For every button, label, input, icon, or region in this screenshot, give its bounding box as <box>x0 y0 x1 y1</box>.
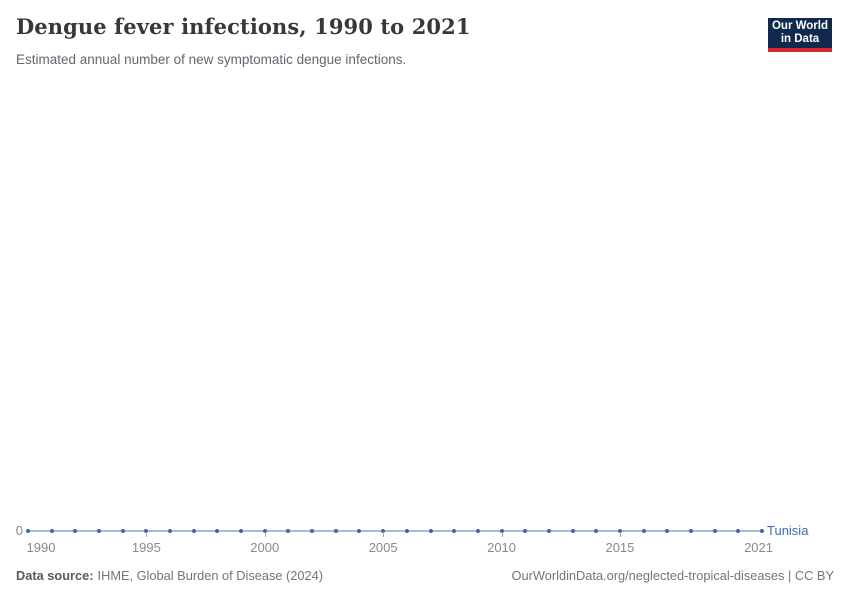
x-axis-label: 1990 <box>26 540 56 555</box>
data-point[interactable] <box>617 529 622 533</box>
x-axis-label: 2010 <box>487 540 517 555</box>
data-point[interactable] <box>73 529 78 533</box>
x-axis-tick <box>383 532 385 537</box>
data-point[interactable] <box>168 529 173 533</box>
x-axis-tick <box>619 532 621 537</box>
page-title: Dengue fever infections, 1990 to 2021 <box>16 14 471 39</box>
data-point[interactable] <box>286 529 291 533</box>
data-source-text: IHME, Global Burden of Disease (2024) <box>97 568 324 583</box>
data-point[interactable] <box>546 529 551 533</box>
data-point[interactable] <box>381 529 386 533</box>
data-point[interactable] <box>428 529 433 533</box>
x-axis-tick <box>501 532 503 537</box>
data-point[interactable] <box>641 529 646 533</box>
data-point[interactable] <box>665 529 670 533</box>
data-source-label: Data source: <box>16 568 94 583</box>
chart-footer: Data source: IHME, Global Burden of Disea… <box>16 568 834 583</box>
data-point[interactable] <box>452 529 457 533</box>
data-point[interactable] <box>594 529 599 533</box>
entity-label: Tunisia <box>767 523 809 538</box>
series-line <box>28 530 762 532</box>
data-point[interactable] <box>26 529 30 533</box>
logo-line-1: Our World <box>771 20 828 32</box>
data-point[interactable] <box>712 529 717 533</box>
x-axis-label: 2000 <box>250 540 280 555</box>
y-axis-label: 0 <box>15 523 23 538</box>
data-point[interactable] <box>570 529 575 533</box>
data-point[interactable] <box>404 529 409 533</box>
data-point[interactable] <box>760 529 764 533</box>
data-point[interactable] <box>49 529 54 533</box>
data-point[interactable] <box>523 529 528 533</box>
data-point[interactable] <box>97 529 102 533</box>
x-axis-label: 2005 <box>368 540 398 555</box>
x-axis-tick <box>146 532 148 537</box>
data-point[interactable] <box>262 529 267 533</box>
credit-text: OurWorldinData.org/neglected-tropical-di… <box>511 568 834 583</box>
data-point[interactable] <box>239 529 244 533</box>
data-point[interactable] <box>688 529 693 533</box>
data-point[interactable] <box>191 529 196 533</box>
data-source: Data source: IHME, Global Burden of Disea… <box>16 568 323 583</box>
owid-logo[interactable]: Our World in Data <box>768 18 832 52</box>
x-axis-label: 2015 <box>605 540 635 555</box>
chart-subtitle: Estimated annual number of new symptomat… <box>16 52 407 67</box>
data-point[interactable] <box>736 529 741 533</box>
logo-line-2: in Data <box>780 33 820 45</box>
x-axis-label: 2021 <box>744 540 773 555</box>
x-axis-tick <box>264 532 266 537</box>
data-point[interactable] <box>333 529 338 533</box>
data-point[interactable] <box>144 529 149 533</box>
data-point[interactable] <box>120 529 125 533</box>
data-point[interactable] <box>475 529 480 533</box>
data-point[interactable] <box>357 529 362 533</box>
x-axis-label: 1995 <box>131 540 161 555</box>
data-point[interactable] <box>310 529 315 533</box>
data-point[interactable] <box>215 529 220 533</box>
data-point[interactable] <box>499 529 504 533</box>
